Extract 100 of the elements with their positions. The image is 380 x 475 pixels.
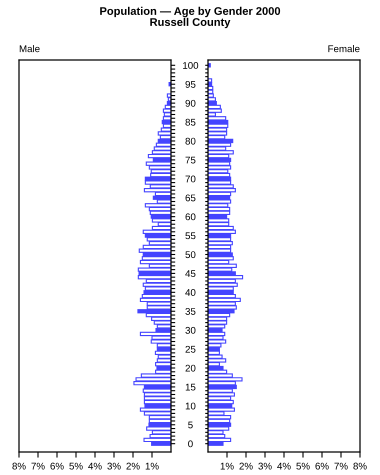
bar [208, 108, 222, 113]
bar [208, 377, 243, 382]
bar [208, 336, 224, 340]
y-tick-label: 25 [186, 346, 196, 353]
bar [208, 324, 226, 329]
x-tick-label: 6% [315, 462, 329, 470]
bar [150, 169, 171, 174]
y-tick-label: 70 [186, 176, 196, 182]
bar [208, 275, 244, 280]
bar [142, 282, 171, 287]
x-tick-label: 8% [353, 462, 367, 470]
bar [208, 90, 214, 94]
x-tick-label: 3% [107, 462, 121, 470]
bar [208, 240, 233, 246]
y-tick-label: 95 [185, 80, 196, 88]
x-tick-label: 7% [334, 462, 348, 470]
bar [143, 438, 171, 442]
bar [208, 264, 237, 268]
bar [208, 282, 238, 287]
y-tick-label: 10 [186, 402, 196, 410]
bar [208, 162, 230, 166]
bar [208, 388, 233, 393]
bar [208, 63, 211, 68]
y-tick-label: 50 [185, 251, 196, 258]
bar [148, 422, 171, 427]
text: Male [20, 45, 40, 52]
bar [142, 388, 171, 393]
bar [208, 188, 236, 192]
bar [144, 203, 171, 208]
text: Female [328, 45, 360, 52]
bar [208, 100, 217, 106]
bar [208, 237, 232, 242]
bar [208, 328, 223, 332]
bar [156, 142, 171, 147]
x-tick-label: 4% [88, 462, 102, 470]
bar [142, 230, 171, 234]
bar [140, 298, 171, 302]
bar [144, 188, 171, 192]
bar [142, 256, 171, 260]
bar [208, 150, 234, 154]
bar [138, 248, 171, 253]
bar [144, 176, 171, 181]
x-tick-label: 3% [258, 462, 272, 470]
bar [154, 350, 171, 356]
bar [158, 354, 171, 359]
y-tick-label: 80 [185, 138, 196, 145]
bar [208, 309, 235, 314]
bar [144, 404, 171, 408]
x-tick-label: 7% [31, 462, 45, 470]
bar [208, 415, 232, 420]
y-tick-label: 35 [185, 308, 196, 315]
chart-subtitle: Russell County [150, 18, 230, 28]
bar [135, 377, 171, 382]
bar [138, 275, 171, 280]
bar [208, 97, 216, 102]
bar [208, 248, 232, 253]
bar [155, 362, 171, 366]
y-tick-label: 45 [185, 270, 196, 278]
bar [208, 350, 220, 356]
bar [208, 210, 230, 216]
bar [208, 184, 234, 189]
bar [208, 290, 234, 294]
bar [208, 124, 228, 128]
x-tick-label: 5% [69, 462, 83, 470]
bar [208, 169, 228, 174]
x-tick-label: 4% [277, 462, 291, 470]
y-tick-label: 40 [185, 289, 196, 296]
x-tick-label: 8% [12, 462, 26, 470]
bar [208, 438, 232, 442]
y-tick-label: 75 [186, 156, 196, 164]
y-tick-label: 85 [185, 118, 196, 126]
bar [208, 176, 232, 181]
y-tick-label: 30 [185, 326, 196, 334]
bar [144, 411, 171, 416]
bar [208, 230, 236, 234]
bar [208, 116, 226, 120]
bar [208, 316, 228, 321]
bar [144, 396, 171, 400]
bar [208, 203, 228, 208]
bar [208, 354, 223, 359]
bar [208, 404, 232, 408]
bar [150, 214, 171, 219]
bar [137, 309, 171, 314]
y-tick-label: 100 [183, 62, 198, 69]
bar [208, 158, 232, 162]
x-tick-label: 6% [50, 462, 64, 470]
y-tick-label: 55 [185, 232, 196, 240]
y-tick-label: 0 [188, 440, 193, 448]
bar [208, 131, 228, 136]
x-tick-label: 1% [220, 462, 234, 470]
bar [208, 214, 228, 219]
bar [138, 271, 171, 276]
y-tick-label: 65 [186, 194, 196, 202]
x-tick-label: 5% [296, 462, 310, 470]
y-tick-label: 15 [186, 384, 196, 391]
bar [208, 142, 232, 147]
y-tick-label: 60 [186, 213, 196, 220]
chart-title: Population — Age by Gender 2000 [100, 6, 280, 18]
bar [143, 290, 171, 294]
bar [133, 380, 171, 386]
